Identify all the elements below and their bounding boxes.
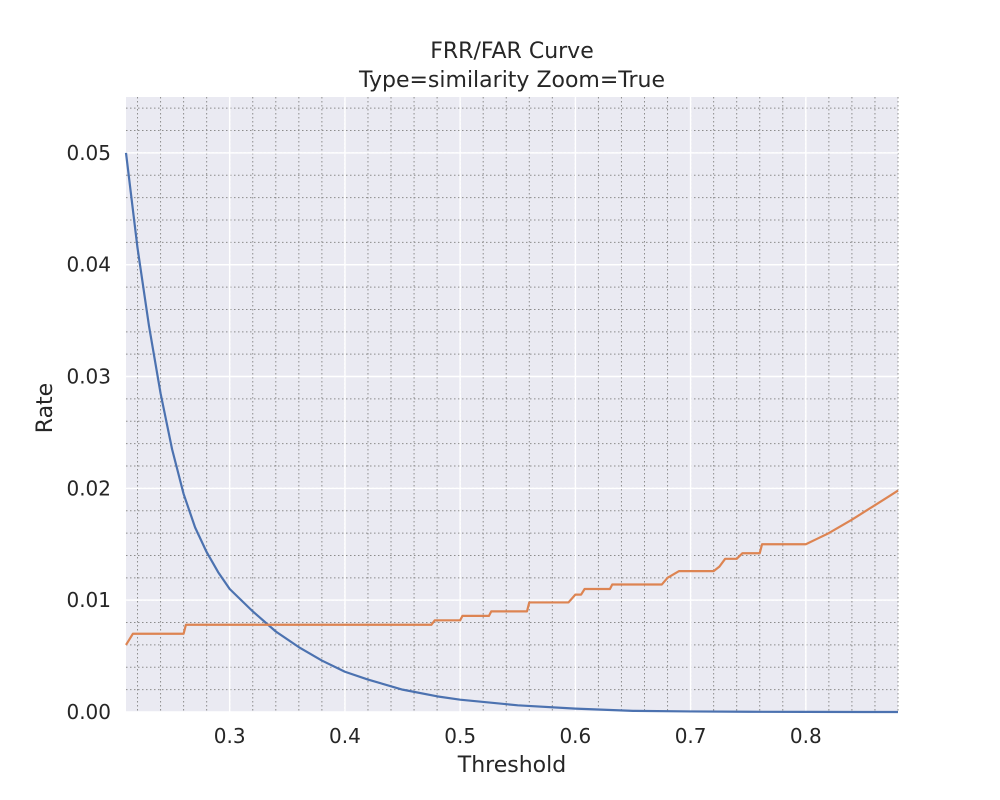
y-tick-label: 0.03 bbox=[66, 365, 111, 389]
y-axis-ticks: 0.00 0.01 0.02 0.03 0.04 0.05 bbox=[66, 141, 111, 724]
y-tick-label: 0.02 bbox=[66, 476, 111, 500]
x-axis-label: Threshold bbox=[457, 753, 566, 778]
y-tick-label: 0.00 bbox=[66, 700, 111, 724]
series-layer bbox=[124, 152, 899, 714]
x-tick-label: 0.8 bbox=[790, 724, 822, 748]
x-tick-label: 0.6 bbox=[559, 724, 591, 748]
chart-title: FRR/FAR Curve bbox=[430, 39, 594, 64]
plot-area bbox=[126, 97, 898, 712]
series-line-1 bbox=[124, 152, 898, 714]
x-tick-label: 0.4 bbox=[329, 724, 361, 748]
series-line-2 bbox=[125, 489, 899, 646]
y-tick-label: 0.01 bbox=[66, 588, 111, 612]
x-axis-ticks: 0.3 0.4 0.5 0.6 0.7 0.8 bbox=[214, 724, 822, 748]
chart-subtitle: Type=similarity Zoom=True bbox=[358, 68, 665, 93]
major-grid bbox=[126, 97, 898, 713]
x-tick-label: 0.5 bbox=[444, 724, 476, 748]
x-tick-label: 0.3 bbox=[214, 724, 246, 748]
y-tick-label: 0.05 bbox=[66, 141, 111, 165]
x-tick-label: 0.7 bbox=[675, 724, 707, 748]
y-axis-label: Rate bbox=[33, 383, 58, 433]
y-tick-label: 0.04 bbox=[66, 253, 111, 277]
